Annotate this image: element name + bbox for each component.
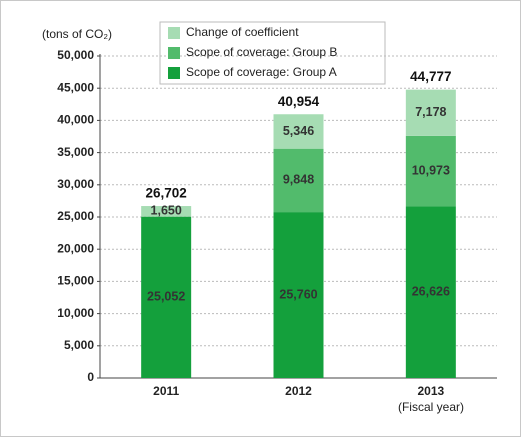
x-tick-label: 2011 — [153, 384, 179, 398]
y-tick-label: 40,000 — [57, 113, 94, 127]
legend-label: Scope of coverage: Group A — [186, 65, 337, 79]
total-label: 40,954 — [278, 94, 320, 109]
bar-segment — [405, 206, 456, 378]
bar-segment — [405, 89, 456, 136]
bar-segment — [141, 216, 192, 378]
y-tick-label: 5,000 — [64, 338, 94, 352]
y-tick-label: 25,000 — [57, 209, 94, 223]
x-tick-label: 2013 — [417, 384, 444, 398]
value-label: 26,626 — [412, 285, 450, 299]
y-tick-label: 10,000 — [57, 306, 94, 320]
bar-segment — [273, 148, 324, 213]
value-label: 25,052 — [147, 290, 185, 304]
y-tick-label: 35,000 — [57, 145, 94, 159]
value-label: 7,178 — [415, 105, 446, 119]
value-label: 9,848 — [283, 173, 314, 187]
value-label: 25,760 — [279, 287, 317, 301]
x-axis-label: (Fiscal year) — [398, 400, 464, 414]
legend-swatch — [168, 67, 180, 79]
y-tick-label: 15,000 — [57, 274, 94, 288]
value-label: 5,346 — [283, 124, 314, 138]
total-label: 26,702 — [146, 186, 187, 201]
legend-label: Scope of coverage: Group B — [186, 45, 337, 59]
bar-segment — [141, 206, 192, 217]
y-tick-label: 20,000 — [57, 241, 94, 255]
y-axis-label: (tons of CO₂) — [42, 27, 112, 41]
x-tick-label: 2012 — [285, 384, 312, 398]
legend-swatch — [168, 27, 180, 39]
legend-label: Change of coefficient — [186, 25, 299, 39]
bar-segment — [273, 114, 324, 149]
y-tick-label: 45,000 — [57, 80, 94, 94]
value-label: 1,650 — [151, 204, 182, 218]
legend-swatch — [168, 47, 180, 59]
y-tick-label: 30,000 — [57, 177, 94, 191]
y-tick-label: 0 — [87, 370, 94, 384]
value-label: 10,973 — [412, 163, 450, 177]
y-tick-label: 50,000 — [57, 48, 94, 62]
legend-box — [159, 21, 386, 85]
bar-segment — [405, 135, 456, 207]
total-label: 44,777 — [410, 69, 451, 84]
bar-segment — [273, 212, 324, 378]
